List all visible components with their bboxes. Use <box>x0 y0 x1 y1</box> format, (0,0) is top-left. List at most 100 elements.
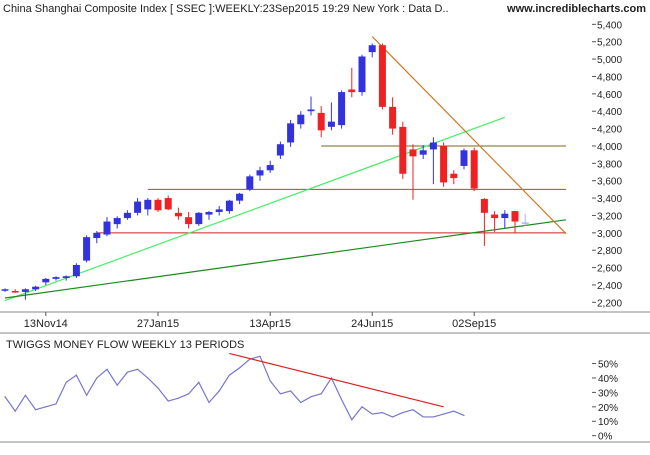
candle-body-19 <box>195 212 203 225</box>
twiggs-point-44 <box>453 410 455 412</box>
candle-body-4 <box>42 278 50 283</box>
candle-body-41 <box>419 150 427 155</box>
candle-body-45 <box>460 150 468 166</box>
twiggs-point-36 <box>371 413 373 415</box>
candle-body-36 <box>368 45 376 53</box>
candle-body-24 <box>246 176 254 190</box>
price-y-tick-label-16: 5,400 <box>597 20 622 31</box>
candle-body-16 <box>164 198 172 210</box>
twiggs-point-20 <box>208 401 210 404</box>
candle-body-33 <box>338 92 346 126</box>
candle-body-46 <box>470 150 478 189</box>
candle-body-39 <box>399 126 407 174</box>
candle-body-14 <box>144 199 152 210</box>
candle-body-35 <box>358 56 366 93</box>
candle-body-5 <box>52 277 60 279</box>
twiggs-point-43 <box>443 413 445 415</box>
candles-layer <box>1 43 529 300</box>
twiggs-point-45 <box>463 414 465 417</box>
twiggs-y-tick-label-1: 10% <box>598 417 618 428</box>
twiggs-y-tick-label-5: 50% <box>598 360 618 371</box>
twiggs-y-tick-label-2: 20% <box>598 403 618 414</box>
twiggs-point-23 <box>239 367 241 369</box>
twiggs-point-14 <box>147 377 149 379</box>
price-y-tick-label-0: 2,200 <box>597 298 622 309</box>
candle-body-18 <box>185 217 193 225</box>
price-y-tick-label-3: 2,800 <box>597 246 622 257</box>
twiggs-point-37 <box>381 411 383 414</box>
twiggs-point-25 <box>259 355 261 357</box>
price-y-tick-label-7: 3,600 <box>597 177 622 188</box>
twiggs-y-tick-label-3: 30% <box>598 388 618 399</box>
twiggs-money-flow-line <box>4 355 465 421</box>
price-y-tick-label-10: 4,200 <box>597 125 622 136</box>
price-y-tick-label-2: 2,600 <box>597 264 622 275</box>
candle-body-1 <box>11 291 19 293</box>
price-y-tick-label-6: 3,400 <box>597 194 622 205</box>
twiggs-point-10 <box>106 368 108 370</box>
twiggs-point-8 <box>86 394 88 396</box>
twiggs-point-3 <box>35 409 37 411</box>
candle-body-27 <box>276 144 284 156</box>
twiggs-point-35 <box>361 406 363 408</box>
twiggs-point-41 <box>422 416 424 418</box>
candle-body-48 <box>491 214 499 219</box>
twiggs-point-0 <box>4 396 6 398</box>
twiggs-y-tick-label-4: 40% <box>598 374 618 385</box>
x-tick-label-0: 13Nov14 <box>24 318 68 330</box>
candle-body-30 <box>307 109 315 112</box>
candle-body-25 <box>256 170 264 176</box>
candle-body-26 <box>266 165 274 171</box>
candle-body-28 <box>287 123 295 143</box>
candle-body-38 <box>389 106 397 129</box>
price-y-tick-label-11: 4,400 <box>597 107 622 118</box>
candle-body-6 <box>62 276 70 278</box>
candle-body-3 <box>32 286 40 290</box>
price-y-tick-label-1: 2,400 <box>597 281 622 292</box>
candle-body-11 <box>113 218 121 225</box>
candle-body-21 <box>215 209 223 212</box>
chart-title: China Shanghai Composite Index [ SSEC ]:… <box>3 3 449 15</box>
candle-body-44 <box>450 173 458 179</box>
x-tick-label-4: 02Sep15 <box>452 318 496 330</box>
trendline-long_uptrend <box>4 219 567 299</box>
twiggs-point-31 <box>320 393 322 395</box>
candle-body-23 <box>236 193 244 201</box>
price-y-tick-label-5: 3,200 <box>597 211 622 222</box>
x-tick-label-1: 27Jan15 <box>137 318 179 330</box>
twiggs-point-39 <box>402 411 404 414</box>
price-y-tick-label-4: 3,000 <box>597 229 622 240</box>
twiggs-point-5 <box>55 403 57 405</box>
candle-body-47 <box>480 198 488 213</box>
twiggs-layer: 0% 10% 20% 30% 40% 50% <box>4 352 618 443</box>
candle-body-20 <box>205 211 213 215</box>
candle-body-31 <box>317 112 325 131</box>
candle-body-50 <box>511 211 519 222</box>
twiggs-point-11 <box>116 384 118 386</box>
axes-layer: 2,200 2,400 2,600 2,800 3,000 3,200 3,400 3,600… <box>24 20 623 330</box>
twiggs-point-16 <box>167 400 169 402</box>
candle-body-8 <box>83 237 91 261</box>
panel-frames <box>0 311 650 443</box>
candle-body-15 <box>154 199 162 211</box>
candle-body-51 <box>521 222 529 224</box>
twiggs-point-4 <box>45 406 47 408</box>
twiggs-point-38 <box>392 416 394 418</box>
twiggs-point-17 <box>177 397 179 399</box>
x-tick-label-3: 24Jun15 <box>351 318 393 330</box>
twiggs-point-33 <box>341 399 343 401</box>
twiggs-point-40 <box>412 409 414 411</box>
candle-body-7 <box>72 264 80 277</box>
twiggs-point-21 <box>218 390 220 392</box>
trendline-downtrend <box>371 36 567 235</box>
twiggs-point-18 <box>188 393 190 395</box>
candle-body-29 <box>297 114 305 125</box>
twiggs-point-19 <box>198 381 200 383</box>
candle-body-32 <box>327 121 335 127</box>
candle-body-34 <box>348 89 356 93</box>
candle-body-17 <box>174 212 182 217</box>
candle-body-43 <box>440 145 448 183</box>
